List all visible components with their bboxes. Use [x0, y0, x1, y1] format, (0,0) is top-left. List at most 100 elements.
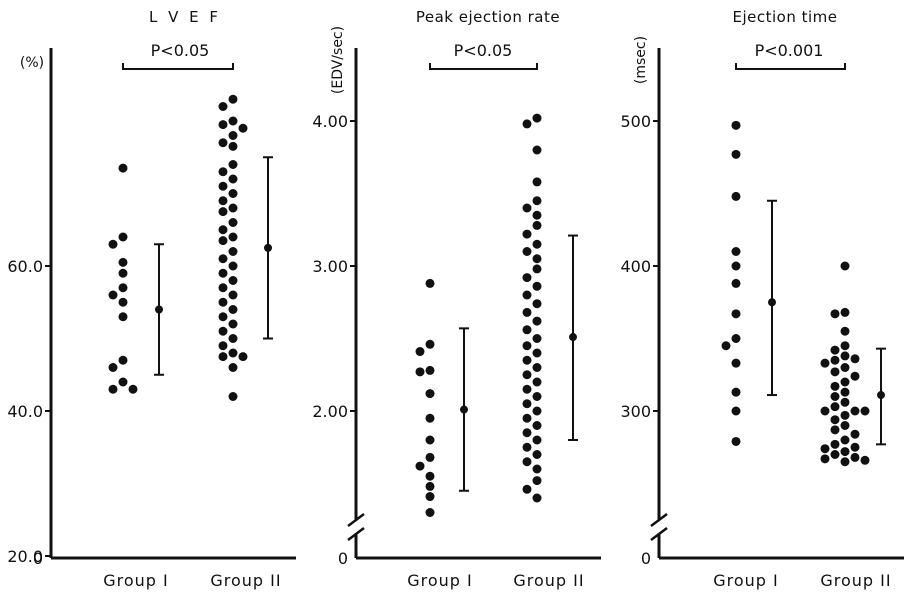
data-point: [108, 239, 118, 249]
mean-point: [155, 305, 163, 314]
data-point: [228, 319, 238, 329]
data-point: [830, 402, 840, 412]
data-point: [228, 348, 238, 358]
data-point: [425, 492, 435, 502]
significance-label: P<0.05: [454, 41, 513, 60]
data-point: [532, 196, 542, 206]
significance-bracket: [122, 63, 234, 70]
data-point: [532, 493, 542, 503]
data-point: [522, 290, 532, 300]
data-point: [228, 94, 238, 104]
data-point: [228, 189, 238, 198]
data-point: [118, 283, 128, 293]
data-point: [228, 203, 238, 213]
data-point: [238, 352, 248, 362]
y-tick-label: 0: [33, 549, 43, 568]
data-point: [228, 232, 238, 242]
data-point: [532, 113, 542, 123]
x-category-label: Group I: [103, 571, 169, 590]
data-point: [830, 381, 840, 391]
data-point: [228, 392, 238, 401]
data-point: [731, 120, 741, 130]
data-point: [840, 341, 850, 351]
data-point: [218, 225, 228, 235]
data-point: [532, 239, 542, 249]
data-point: [522, 370, 532, 380]
data-point: [228, 218, 238, 227]
data-point: [425, 339, 435, 349]
data-point: [532, 334, 542, 343]
data-point: [522, 341, 532, 351]
data-point: [731, 309, 741, 319]
data-point: [522, 484, 532, 494]
data-point: [532, 177, 542, 187]
data-point: [830, 367, 840, 377]
data-point: [820, 454, 830, 464]
data-point: [118, 232, 128, 242]
data-point: [840, 363, 850, 372]
y-tick-label: 400: [620, 257, 651, 276]
data-point: [425, 413, 435, 423]
data-point: [218, 283, 228, 293]
data-point: [425, 508, 435, 517]
data-point: [522, 325, 532, 335]
data-point: [532, 476, 542, 486]
y-tick-label: 4.00: [312, 112, 348, 131]
data-point: [522, 442, 532, 452]
x-category-label: Group I: [713, 571, 779, 590]
data-point: [238, 123, 248, 133]
data-point: [128, 384, 138, 394]
data-point: [425, 481, 435, 491]
significance-bracket: [429, 63, 538, 70]
data-point: [840, 435, 850, 445]
data-point: [218, 268, 228, 278]
data-point: [218, 254, 228, 264]
significance-bracket: [735, 63, 846, 70]
data-point: [830, 392, 840, 401]
data-point: [228, 174, 238, 184]
data-point: [840, 447, 850, 457]
data-point: [840, 457, 850, 467]
data-point: [820, 444, 830, 454]
panel-peak-ejection-rate: Peak ejection rate P<0.05 (EDV/sec) 0 2.00 3.…: [312, 8, 601, 590]
data-point: [532, 299, 542, 309]
data-point: [830, 345, 840, 355]
data-point: [860, 455, 870, 465]
data-point: [532, 348, 542, 358]
x-category-label: Group II: [513, 571, 584, 590]
data-point: [218, 196, 228, 206]
data-point: [731, 358, 741, 368]
data-point: [425, 452, 435, 462]
data-point: [532, 264, 542, 274]
data-point: [228, 290, 238, 300]
data-point: [228, 334, 238, 343]
y-tick-label: 0: [641, 549, 651, 568]
mean-point: [768, 298, 776, 307]
y-tick-label: 2.00: [312, 402, 348, 421]
data-point: [425, 278, 435, 288]
data-point: [532, 377, 542, 387]
data-point: [218, 102, 228, 111]
data-point: [850, 452, 860, 462]
data-point: [731, 406, 741, 416]
data-point: [850, 406, 860, 416]
data-point: [850, 442, 860, 452]
data-point: [840, 377, 850, 387]
y-tick-label: 40.0: [7, 402, 43, 421]
data-point: [415, 461, 425, 471]
data-point: [522, 247, 532, 256]
data-point: [532, 363, 542, 372]
mean-point: [460, 405, 468, 414]
data-point: [228, 261, 238, 271]
data-point: [830, 355, 840, 365]
axis-break-mark: [650, 513, 668, 527]
data-point: [731, 149, 741, 159]
data-point: [425, 471, 435, 481]
y-tick-label: 20.0: [7, 547, 43, 566]
y-axis-label: (msec): [633, 36, 649, 84]
mean-point: [569, 333, 577, 342]
data-point: [840, 351, 850, 361]
data-point: [532, 435, 542, 445]
data-point: [108, 363, 118, 372]
data-point: [218, 207, 228, 217]
